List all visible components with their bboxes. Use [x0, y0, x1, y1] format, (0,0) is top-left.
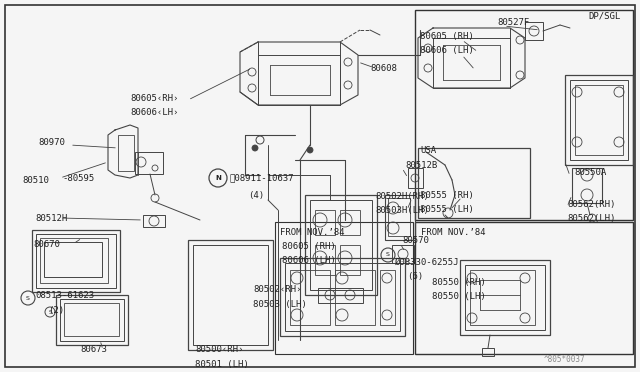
Bar [385, 195, 415, 240]
Bar [415, 222, 633, 354]
Bar [482, 348, 494, 356]
Text: 80512B: 80512B [405, 160, 437, 170]
Text: 80605‹RH›: 80605‹RH› [130, 93, 179, 103]
Bar [285, 263, 400, 331]
Bar [135, 152, 163, 174]
Text: 80605 (RH): 80605 (RH) [420, 32, 474, 41]
Bar [460, 260, 550, 335]
Bar [465, 265, 545, 330]
Text: (2): (2) [48, 305, 64, 314]
Bar [340, 245, 360, 275]
Text: 80527F: 80527F [497, 17, 529, 26]
Bar [143, 215, 165, 227]
Text: 80555 (RH): 80555 (RH) [420, 190, 474, 199]
Bar [280, 258, 405, 336]
Text: 80501 (LH): 80501 (LH) [195, 359, 249, 369]
Circle shape [307, 147, 313, 153]
Bar [40, 238, 108, 283]
Bar [525, 22, 543, 40]
Bar [318, 288, 363, 303]
Text: 80512H: 80512H [35, 214, 67, 222]
Text: 80502‹RH›: 80502‹RH› [253, 285, 301, 295]
Bar [380, 270, 395, 325]
Bar [258, 55, 340, 105]
Bar [335, 270, 375, 325]
Text: 80510: 80510 [22, 176, 49, 185]
Text: 80562(RH): 80562(RH) [567, 199, 616, 208]
Text: 80608: 80608 [370, 64, 397, 73]
Bar [56, 295, 128, 345]
Text: 08513-61623: 08513-61623 [35, 292, 94, 301]
Bar [433, 38, 510, 88]
Bar [572, 168, 602, 203]
Bar [315, 210, 335, 235]
Bar [44, 242, 102, 277]
Text: 80555 (LH): 80555 (LH) [420, 205, 474, 214]
Bar [388, 198, 410, 236]
Text: FROM NOV.’84: FROM NOV.’84 [421, 228, 486, 237]
Text: 80606‹LH›: 80606‹LH› [130, 108, 179, 116]
Bar [188, 240, 273, 350]
Text: N: N [215, 175, 221, 181]
Text: S: S [48, 310, 52, 314]
Text: (6): (6) [407, 272, 423, 280]
Bar [408, 168, 423, 188]
Text: 80502H(RH): 80502H(RH) [375, 192, 429, 201]
Text: 80503 (LH): 80503 (LH) [253, 299, 307, 308]
Text: 80570: 80570 [402, 235, 429, 244]
Text: 80500‹RH›: 80500‹RH› [195, 346, 243, 355]
Bar [118, 135, 134, 171]
Text: Ø08330-6255J: Ø08330-6255J [395, 257, 460, 266]
Text: 80562(LH): 80562(LH) [567, 214, 616, 222]
Text: 80550 (LH): 80550 (LH) [432, 292, 486, 301]
Text: 80606 (LH): 80606 (LH) [420, 45, 474, 55]
Bar [392, 245, 414, 263]
Bar [315, 245, 335, 275]
Bar [193, 245, 268, 345]
Text: USA: USA [420, 145, 436, 154]
Bar [60, 299, 124, 341]
Bar [470, 270, 535, 325]
Bar [32, 230, 120, 292]
Text: 80605 (RH): 80605 (RH) [282, 241, 336, 250]
Bar [340, 210, 360, 235]
Text: 80550 (RH): 80550 (RH) [432, 278, 486, 286]
Bar [415, 10, 633, 220]
Bar [305, 195, 377, 295]
Bar [310, 200, 372, 290]
Bar [36, 234, 116, 288]
Bar [565, 75, 633, 165]
Text: -80595: -80595 [62, 173, 94, 183]
Circle shape [252, 145, 258, 151]
Text: S: S [386, 253, 390, 257]
Text: ^805*0037: ^805*0037 [544, 356, 586, 365]
Text: 80970: 80970 [38, 138, 65, 147]
Bar [418, 148, 530, 218]
Text: 80550A: 80550A [574, 167, 606, 176]
Bar [275, 222, 413, 354]
Text: 80673: 80673 [80, 346, 107, 355]
Text: (4): (4) [248, 190, 264, 199]
Text: 80606 (LH): 80606 (LH) [282, 256, 336, 264]
Text: 80670: 80670 [33, 240, 60, 248]
Text: 80503H(LH): 80503H(LH) [375, 205, 429, 215]
Bar [290, 270, 330, 325]
Text: DP/SGL: DP/SGL [588, 12, 620, 20]
Bar [570, 80, 628, 160]
Text: FROM NOV.’84: FROM NOV.’84 [280, 228, 344, 237]
Bar [575, 85, 623, 155]
Text: Ⓞ08911-10637: Ⓞ08911-10637 [230, 173, 294, 183]
Bar [64, 303, 119, 336]
Text: S: S [26, 295, 30, 301]
